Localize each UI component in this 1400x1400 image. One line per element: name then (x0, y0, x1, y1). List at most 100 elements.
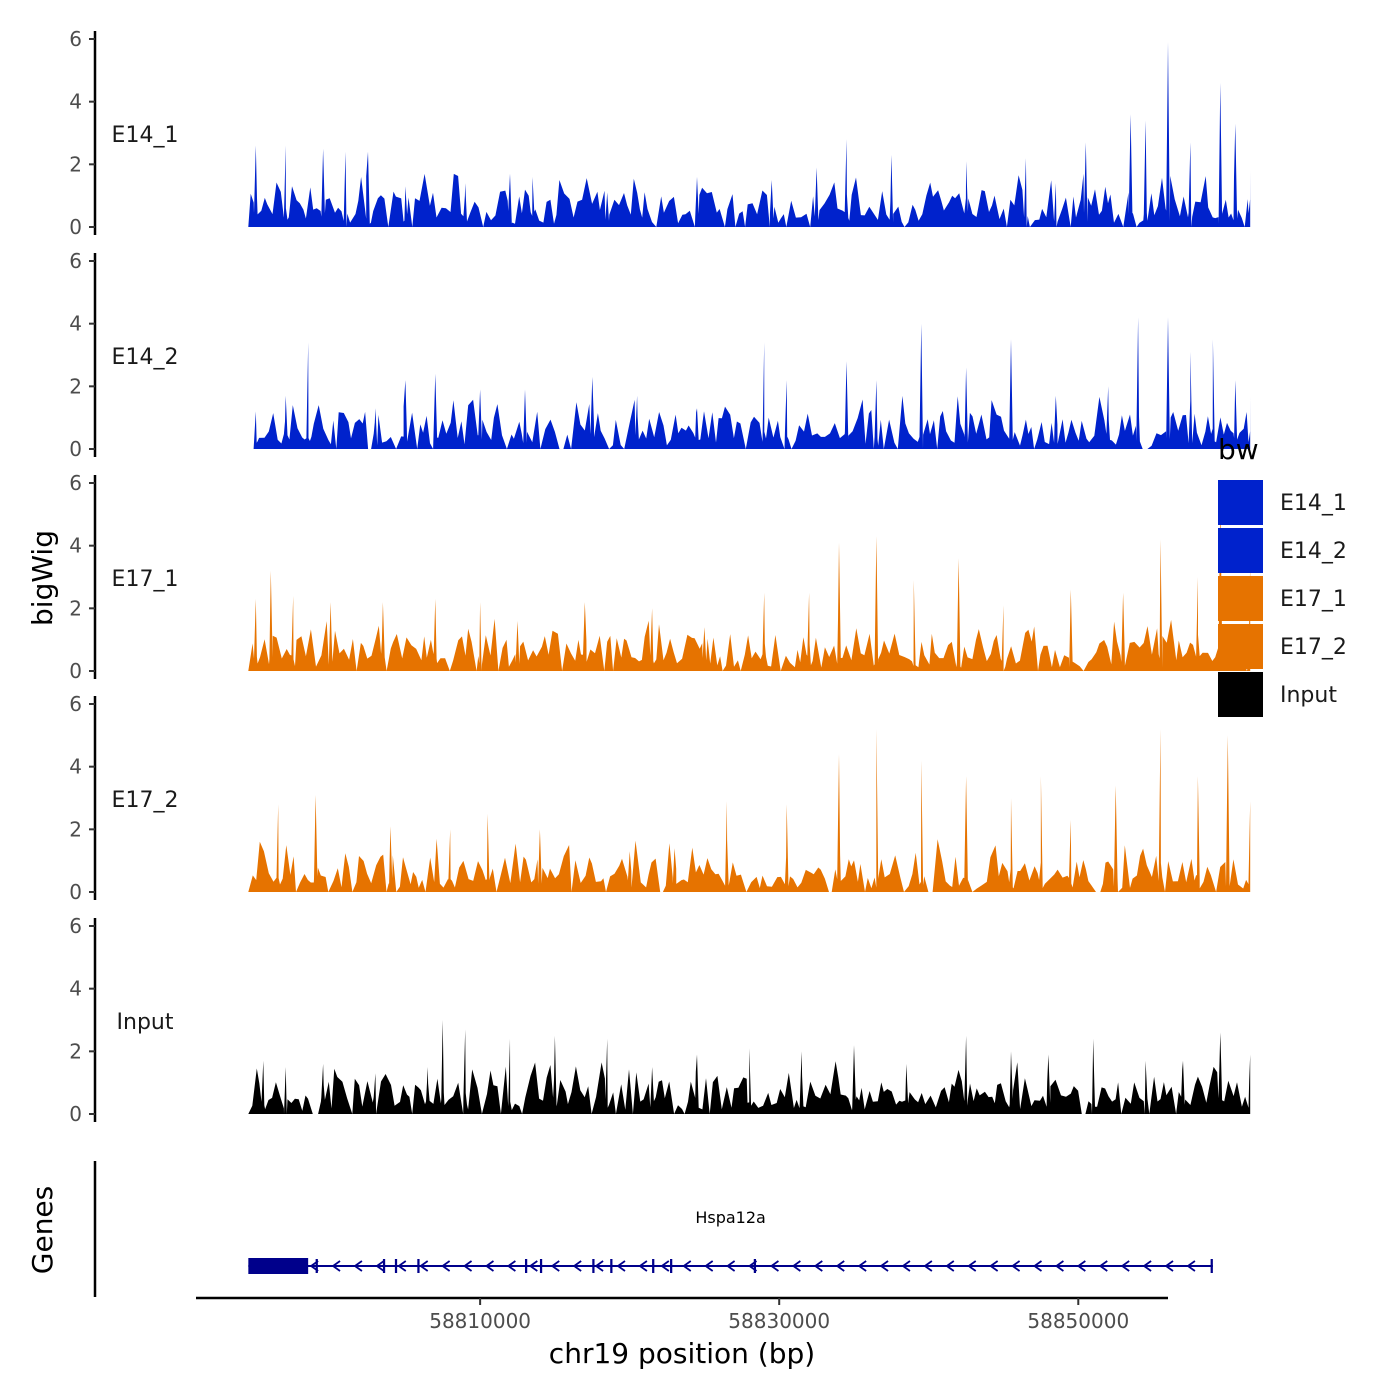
legend-swatch (1218, 480, 1263, 525)
strand-arrow (528, 1260, 538, 1272)
strand-arrow (506, 1260, 516, 1272)
strand-arrow (704, 1260, 714, 1272)
strand-arrow (397, 1260, 407, 1272)
strand-arrow (375, 1260, 385, 1272)
strand-arrow (353, 1260, 363, 1272)
strand-arrow (1098, 1260, 1108, 1272)
signal-area (248, 317, 1253, 449)
x-tick-label: 58850000 (1027, 1309, 1129, 1333)
strand-arrow (594, 1260, 604, 1272)
strand-arrow (1142, 1260, 1152, 1272)
gene-exon (248, 1258, 309, 1274)
gene-exon (524, 1259, 528, 1273)
strand-arrow (1011, 1260, 1021, 1272)
y-tick-label: 2 (69, 152, 82, 176)
y-tick-label: 6 (69, 914, 82, 938)
legend-swatch (1218, 672, 1263, 717)
track-e14-1: 0 2 4 6 E14_1 (69, 27, 1253, 239)
strand-arrow (638, 1260, 648, 1272)
legend-label: E17_2 (1280, 635, 1347, 660)
y-tick-label: 4 (69, 755, 82, 779)
strand-arrow (441, 1260, 451, 1272)
legend-label: E14_2 (1280, 539, 1347, 564)
genes-track: Hspa12a (93, 1161, 1213, 1297)
y-tick-label: 4 (69, 90, 82, 114)
track-label: E17_2 (112, 788, 179, 813)
legend-label: E17_1 (1280, 587, 1347, 612)
strand-arrow (682, 1260, 692, 1272)
gene-exon (394, 1259, 398, 1273)
track-e14-2: 0 2 4 6 E14_2 (69, 249, 1253, 461)
strand-arrow (572, 1260, 582, 1272)
track-e17-2: 0 2 4 6 E17_2 (69, 692, 1253, 904)
strand-arrow (1076, 1260, 1086, 1272)
strand-arrow (1120, 1260, 1130, 1272)
y-tick-label: 0 (69, 880, 82, 904)
strand-arrow (726, 1260, 736, 1272)
y-tick-label: 6 (69, 27, 82, 51)
strand-arrow (1186, 1260, 1196, 1272)
x-tick-label: 58830000 (728, 1309, 830, 1333)
legend-title: bw (1218, 433, 1259, 466)
gene-exon (592, 1259, 595, 1273)
gene-exon (670, 1259, 673, 1273)
y-axis-title: bigWig (26, 530, 59, 626)
track-label: E14_2 (112, 345, 179, 370)
gene-exon (652, 1259, 655, 1273)
y-tick-label: 2 (69, 374, 82, 398)
y-tick-label: 0 (69, 659, 82, 683)
y-tick-label: 4 (69, 534, 82, 558)
gene-exon (417, 1259, 420, 1273)
strand-arrow (835, 1260, 845, 1272)
signal-area (248, 498, 1253, 671)
y-tick-label: 4 (69, 977, 82, 1001)
gene-exon (315, 1259, 318, 1273)
signal-area (248, 729, 1253, 892)
strand-arrow (550, 1260, 560, 1272)
strand-arrow (945, 1260, 955, 1272)
strand-arrow (923, 1260, 933, 1272)
track-label: Input (117, 1010, 174, 1035)
y-tick-label: 6 (69, 692, 82, 716)
legend-swatch (1218, 528, 1263, 573)
y-tick-label: 2 (69, 1039, 82, 1063)
strand-arrow (901, 1260, 911, 1272)
strand-arrow (1032, 1260, 1043, 1272)
strand-arrow (660, 1260, 670, 1272)
strand-arrow (769, 1260, 779, 1272)
strand-arrow (616, 1260, 626, 1272)
genes-axis-title: Genes (26, 1186, 59, 1274)
y-tick-label: 0 (69, 215, 82, 239)
x-tick-label: 58810000 (429, 1309, 531, 1333)
strand-arrow (813, 1260, 823, 1272)
y-tick-label: 0 (69, 437, 82, 461)
legend-swatch (1218, 624, 1263, 669)
signal-area (248, 1020, 1253, 1114)
gene-exon (382, 1259, 386, 1273)
y-tick-label: 0 (69, 1102, 82, 1126)
gene-exon (753, 1259, 757, 1273)
x-axis: 58810000 58830000 58850000 (196, 1296, 1168, 1333)
strand-arrow (879, 1260, 889, 1272)
strand-arrow (1164, 1260, 1174, 1272)
strand-arrow (331, 1260, 341, 1272)
strand-arrow (857, 1260, 867, 1272)
gene-hspa12a: Hspa12a (248, 1208, 1213, 1274)
strand-arrow (462, 1260, 473, 1272)
strand-arrow (419, 1260, 429, 1272)
gene-exon (1210, 1259, 1213, 1273)
signal-area (248, 42, 1253, 227)
strand-arrow (1054, 1260, 1064, 1272)
legend-label: Input (1280, 683, 1337, 708)
legend-label: E14_1 (1280, 491, 1347, 516)
tracks: 0 2 4 6 E14_1 0 2 4 6 E14_2 0 2 4 6 E17_1 0 2 4 6 E17_2 0 2 4 6… (69, 27, 1253, 1126)
track-label: E17_1 (112, 567, 179, 592)
track-e17-1: 0 2 4 6 E17_1 (69, 471, 1253, 683)
strand-arrow (791, 1260, 801, 1272)
track-input: 0 2 4 6 Input (69, 914, 1253, 1126)
gene-exon (539, 1259, 543, 1273)
strand-arrow (967, 1260, 977, 1272)
track-label: E14_1 (112, 123, 179, 148)
y-tick-label: 6 (69, 249, 82, 273)
